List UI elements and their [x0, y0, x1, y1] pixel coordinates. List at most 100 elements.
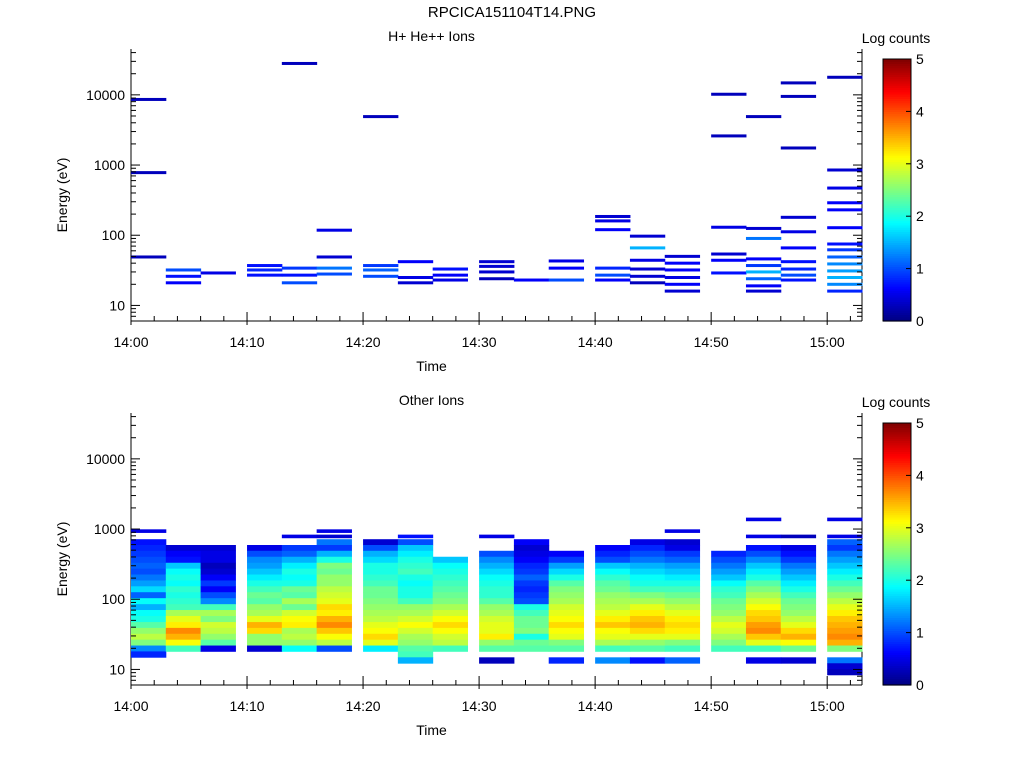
heatmap-cell [629, 604, 666, 611]
heatmap-cell [548, 622, 585, 629]
colorbar-step [883, 639, 911, 642]
heatmap-cell [827, 201, 863, 205]
heatmap-cell [316, 272, 352, 276]
heatmap-cell [664, 627, 701, 635]
heatmap-cell [595, 580, 631, 587]
heatmap-cell [595, 556, 631, 564]
heatmap-cell [595, 219, 631, 223]
heatmap-cell [316, 568, 352, 575]
colorbar-step [883, 423, 911, 426]
heatmap-cell [595, 545, 631, 552]
heatmap-cell [595, 586, 631, 593]
heatmap-cell [664, 604, 701, 611]
heatmap-cell [165, 545, 202, 552]
x-tick-label: 14:40 [578, 334, 613, 350]
heatmap-cell [745, 289, 782, 293]
colorbar-step [883, 523, 911, 527]
heatmap-cell [479, 260, 515, 264]
colorbar-step [883, 606, 911, 610]
colorbar-step [883, 61, 911, 64]
heatmap-cell [281, 604, 318, 611]
colorbar-step [883, 442, 911, 446]
heatmap-cell [513, 622, 550, 629]
heatmap-cell [363, 586, 399, 593]
colorbar-step [883, 540, 911, 544]
heatmap-cell [827, 598, 863, 605]
x-tick-label: 14:50 [694, 334, 729, 350]
heatmap-cell [397, 281, 434, 285]
heatmap-cell [513, 580, 550, 587]
heatmap-cell [827, 208, 863, 212]
colorbar-step [883, 89, 911, 93]
heatmap-cell [479, 657, 515, 664]
colorbar-step [883, 72, 911, 75]
heatmap-cell [281, 281, 318, 285]
heatmap-cell [827, 248, 863, 252]
colorbar-step [883, 135, 911, 139]
heatmap-cell [745, 236, 782, 240]
heatmap-cell [131, 574, 167, 581]
heatmap-cell [363, 633, 399, 641]
heatmap-cell [827, 586, 863, 593]
heatmap-cell [827, 669, 863, 676]
heatmap-cell [165, 622, 202, 629]
heatmap-cell [827, 622, 863, 629]
colorbar-step [883, 636, 911, 640]
heatmap-cell [131, 592, 167, 599]
heatmap-cell [363, 645, 399, 652]
heatmap-cell [664, 261, 701, 265]
heatmap-cell [316, 534, 352, 539]
heatmap-cell [745, 645, 782, 652]
colorbar-label: Log counts [862, 394, 931, 410]
heatmap-cell [827, 282, 863, 286]
heatmap-cell [595, 574, 631, 581]
heatmap-cell [548, 562, 585, 570]
colorbar: 0 1 2 3 4 5 Log counts [862, 30, 931, 329]
heatmap-cell [780, 627, 817, 635]
colorbar-step [883, 588, 911, 592]
colorbar-step [883, 510, 911, 514]
colorbar-step [883, 660, 911, 664]
heatmap-cell [664, 610, 701, 617]
colorbar-step [883, 547, 911, 551]
colorbar-step [883, 146, 911, 150]
heatmap-cell [479, 639, 515, 646]
heatmap-cell [432, 586, 468, 593]
heatmap-cell [165, 586, 202, 593]
heatmap-cell [780, 230, 817, 234]
heatmap-cell [745, 616, 782, 623]
colorbar-step [883, 604, 911, 607]
colorbar-step [883, 59, 911, 62]
heatmap-cell [281, 645, 318, 652]
heatmap-cell [479, 550, 515, 558]
colorbar-step [883, 74, 911, 78]
colorbar-step [883, 69, 911, 73]
heatmap-cell [711, 610, 747, 617]
heatmap-cell [363, 580, 399, 587]
heatmap-cell [165, 268, 202, 272]
colorbar-step [883, 181, 911, 185]
colorbar-step [883, 65, 911, 69]
x-axis-label: Time [416, 358, 447, 374]
heatmap-cell [513, 645, 550, 652]
heatmap-cell [165, 604, 202, 611]
heatmap-cell [397, 610, 434, 617]
heatmap-cell [664, 598, 701, 605]
heatmap-cell [664, 639, 701, 646]
y-axis-label: Energy (eV) [54, 522, 70, 597]
colorbar-step [883, 294, 911, 298]
heatmap-cell [664, 645, 701, 652]
heatmap-cell [281, 562, 318, 570]
heatmap-cell [165, 616, 202, 623]
colorbar-step [883, 115, 911, 119]
colorbar-step [883, 578, 911, 581]
colorbar-step [883, 595, 911, 599]
heatmap-cell [595, 592, 631, 599]
heatmap-cell [780, 94, 817, 98]
heatmap-cell [780, 657, 817, 664]
colorbar-step [883, 573, 911, 577]
heatmap-cell [629, 568, 666, 575]
colorbar-step [883, 200, 911, 204]
heatmap-cell [432, 639, 468, 646]
